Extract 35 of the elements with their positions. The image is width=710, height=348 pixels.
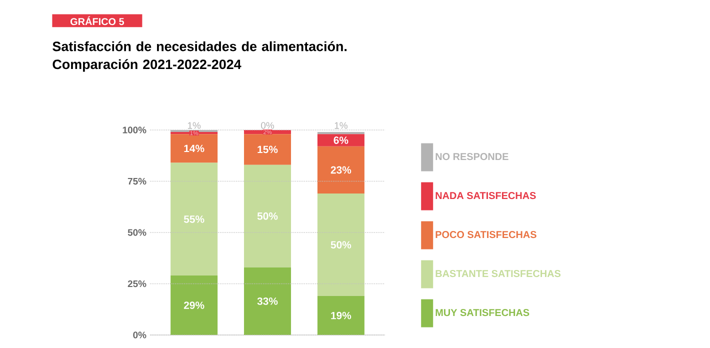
data-label: 29%	[184, 302, 204, 309]
y-tick-label: 25%	[128, 280, 146, 288]
data-label: 55%	[184, 215, 204, 223]
text: POCO SATISFECHAS	[436, 231, 536, 238]
bar	[244, 164, 292, 268]
y-tick-label: 100%	[122, 126, 146, 134]
data-label: 15%	[258, 146, 278, 154]
bar	[244, 134, 292, 165]
data-label: 23%	[330, 166, 352, 174]
text: MUY SATISFECHAS	[436, 309, 530, 316]
text: NADA SATISFECHAS	[436, 192, 536, 200]
bar	[170, 134, 218, 163]
data-label: 14%	[184, 144, 204, 152]
text: NO RESPONDE	[436, 153, 508, 160]
text: GRÁFICO 5	[70, 16, 124, 26]
data-label: 33%	[257, 297, 278, 305]
data-label: 1%	[188, 122, 201, 129]
bar	[170, 162, 218, 276]
bar	[317, 194, 364, 296]
y-tick-label: 75%	[128, 178, 146, 185]
data-label: 6%	[334, 136, 348, 144]
data-label: 50%	[330, 241, 352, 249]
bar	[317, 296, 364, 335]
bar	[244, 267, 292, 335]
y-tick-label: 0%	[133, 332, 146, 338]
bar	[317, 146, 364, 194]
text: BASTANTE SATISFECHAS	[436, 270, 561, 278]
data-label: 1%	[334, 122, 348, 129]
bar	[317, 134, 364, 146]
y-tick-label: 50%	[128, 229, 146, 236]
data-label: 0%	[261, 122, 274, 129]
data-label: 19%	[331, 312, 352, 320]
chart-title: Satisfacción de necesidades de alimentación. Comparación 2021-2022-2024	[52, 41, 347, 72]
data-label: 50%	[257, 212, 278, 220]
bar	[170, 276, 218, 335]
